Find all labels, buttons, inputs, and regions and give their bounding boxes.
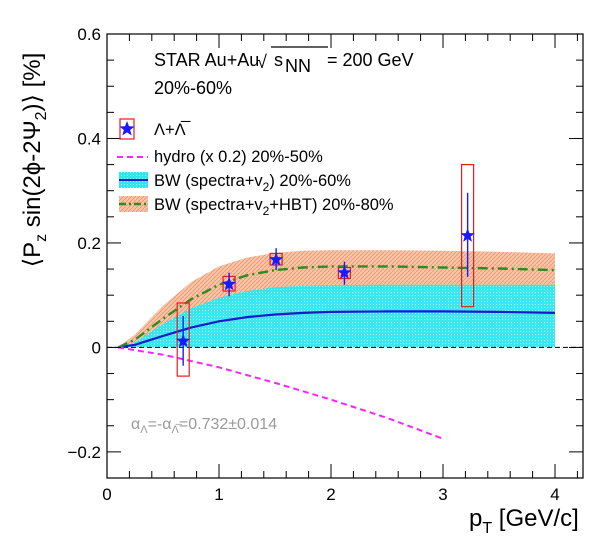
- axes: 0 1 2 3 4 −0.2 0 0.2 0.4 0.6: [67, 25, 584, 504]
- header-line2: 20%-60%: [154, 78, 232, 98]
- data-point-0: [176, 302, 191, 377]
- legend-entry-bw2: BW (spectra+v2+HBT) 20%-80%: [119, 196, 394, 218]
- header-line1: STAR Au+Au: [154, 50, 259, 70]
- y-axis-title-mid: sin(2ϕ-2Ψ: [19, 120, 46, 234]
- sqrt-snn: √ s NN = 200 GeV: [257, 46, 414, 76]
- sqrt-symbol: √: [257, 52, 267, 72]
- header-energy: = 200 GeV: [327, 50, 414, 70]
- legend-entry-hydro: hydro (x 0.2) 20%-50%: [117, 148, 323, 166]
- hydro-line: [118, 346, 444, 440]
- legend-star-icon: [119, 121, 135, 136]
- data-star: [221, 276, 237, 291]
- data-point-2: [269, 248, 284, 271]
- data-point-1: [221, 272, 237, 297]
- legend-data-label: Λ+Λ̅: [154, 121, 191, 139]
- x-tick-label: 4: [550, 485, 559, 504]
- y-axis-title-sub-z: z: [33, 234, 50, 242]
- x-tick-label: 0: [102, 485, 111, 504]
- alpha-annotation: αΛ=-αΛ̅=0.732±0.014: [131, 416, 277, 436]
- legend-bw2-swatch: [119, 196, 148, 212]
- plot-frame: [106, 33, 584, 479]
- x-axis-title-unit: [GeV/c]: [492, 505, 579, 532]
- bw2-hbt-band: [118, 250, 555, 348]
- sqrt-s: s: [274, 50, 283, 70]
- y-tick-label: 0.2: [77, 234, 101, 253]
- x-tick-label: 2: [326, 485, 335, 504]
- legend: Λ+Λ̅ hydro (x 0.2) 20%-50% BW (spectra+v…: [117, 118, 394, 218]
- sqrt-nn: NN: [285, 56, 311, 76]
- data-star: [337, 265, 352, 279]
- data-point-3: [337, 261, 352, 285]
- data-star: [269, 252, 284, 266]
- bw1-spectra-line: [118, 310, 556, 349]
- x-axis-title-sub: T: [482, 520, 492, 537]
- legend-entry-data: Λ+Λ̅: [119, 118, 191, 140]
- data-star: [176, 333, 191, 348]
- bw1-spectra-band: [118, 284, 555, 348]
- y-axis-title-sub-2: 2: [33, 111, 50, 120]
- y-axis-title-end: )⟩ [%]: [19, 53, 46, 112]
- y-axis-title: ⟨Pz sin(2ϕ-2Ψ2)⟩ [%]: [19, 53, 50, 268]
- y-axis-title-p: ⟨P: [19, 242, 46, 267]
- syst-box: [461, 164, 475, 308]
- data-point-4: [460, 164, 475, 308]
- y-tick-label: 0.4: [77, 129, 101, 148]
- data-points: [176, 164, 475, 377]
- legend-bw2-label: BW (spectra+v2+HBT) 20%-80%: [154, 196, 394, 218]
- bw2-hbt-line: [117, 265, 556, 349]
- legend-entry-bw1: BW (spectra+v2) 20%-60%: [119, 172, 351, 194]
- y-tick-label: 0.6: [77, 25, 101, 44]
- legend-hydro-label: hydro (x 0.2) 20%-50%: [154, 148, 323, 166]
- x-axis-title-p: p: [469, 505, 482, 532]
- y-tick-label: 0: [92, 338, 101, 357]
- legend-data-box: [119, 118, 135, 140]
- x-tick-label: 1: [214, 485, 223, 504]
- x-tick-label: 3: [438, 485, 447, 504]
- x-axis-title: pT [GeV/c]: [469, 505, 579, 537]
- data-star: [460, 228, 475, 242]
- legend-bw1-label: BW (spectra+v2) 20%-60%: [154, 172, 351, 194]
- y-tick-label: −0.2: [67, 443, 101, 462]
